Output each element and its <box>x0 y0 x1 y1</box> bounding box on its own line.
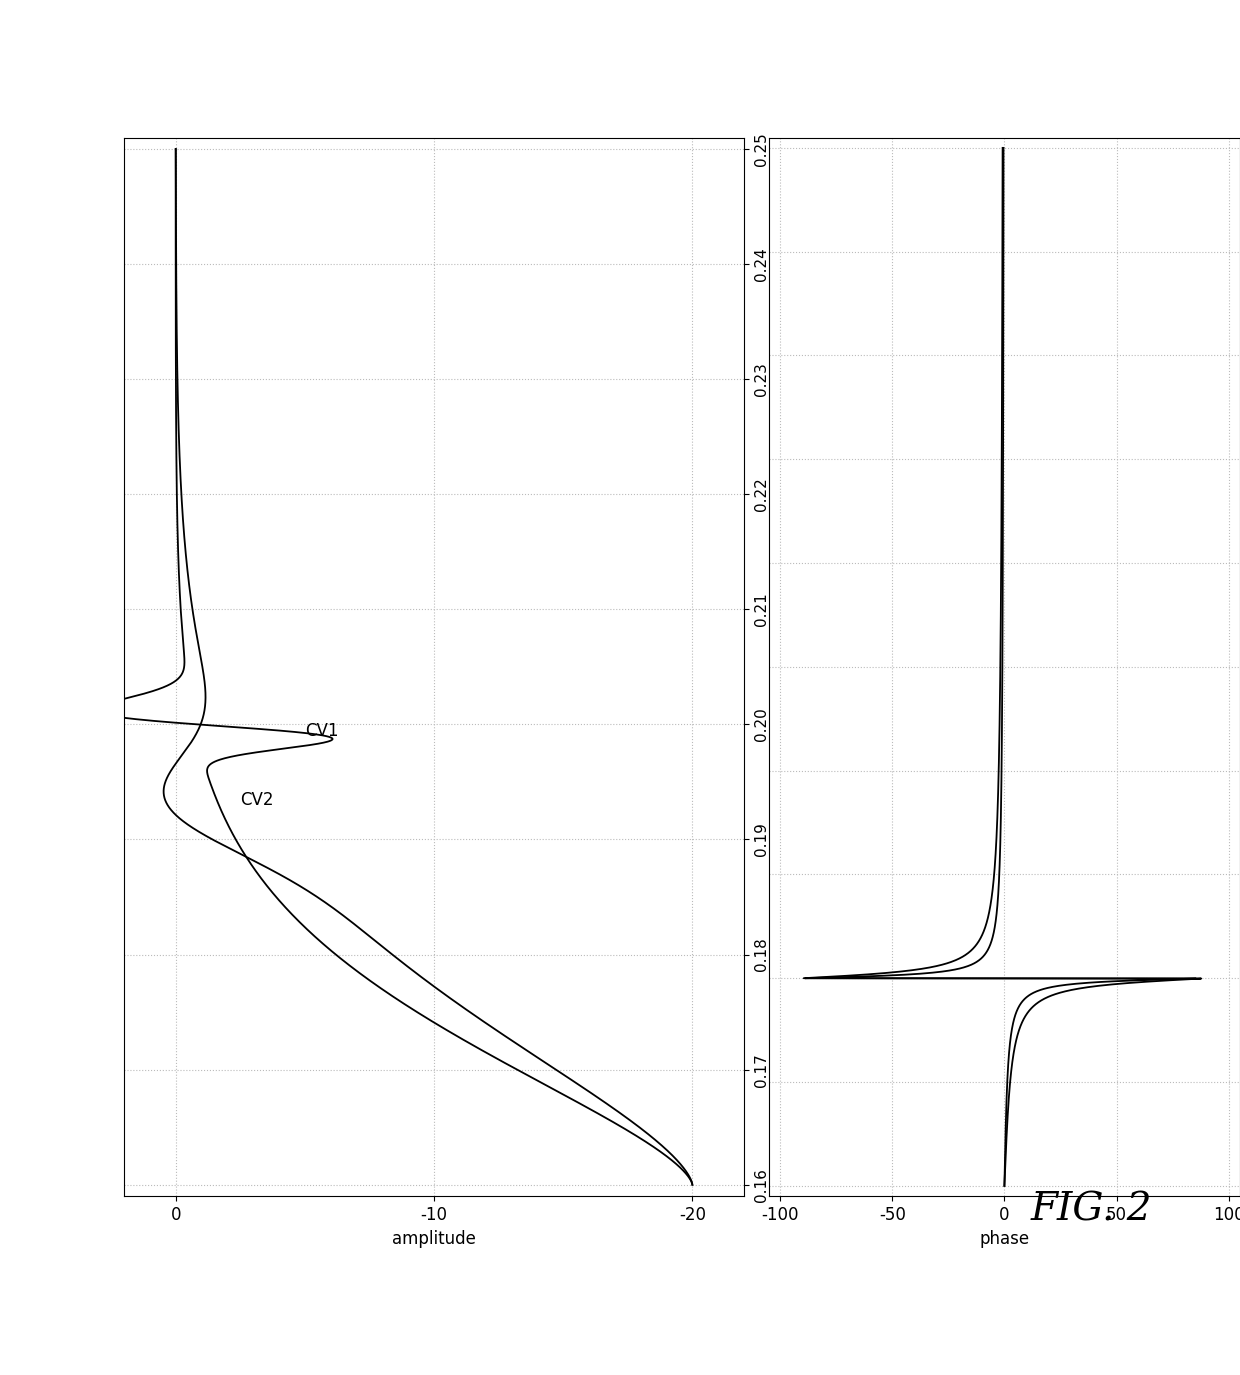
X-axis label: amplitude: amplitude <box>392 1229 476 1247</box>
Text: FIG. 2: FIG. 2 <box>1030 1192 1152 1228</box>
Text: CV1: CV1 <box>305 722 339 740</box>
X-axis label: phase: phase <box>980 1229 1029 1247</box>
Y-axis label: normalized frequency: normalized frequency <box>838 576 856 758</box>
Text: CV2: CV2 <box>241 791 274 808</box>
